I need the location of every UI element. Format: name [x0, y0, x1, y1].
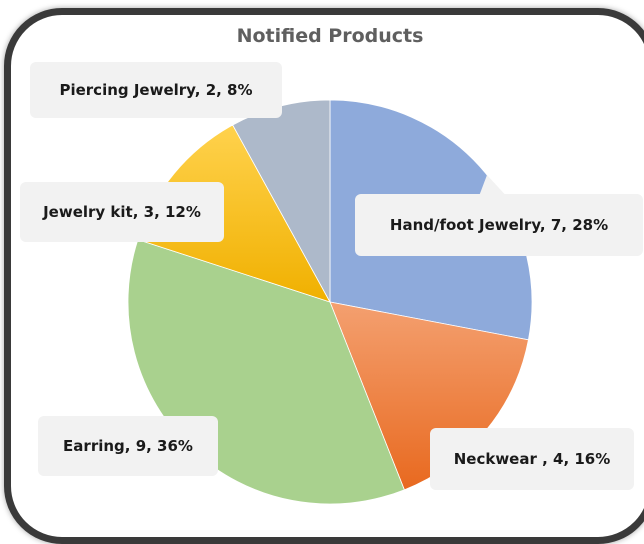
data-label-box [20, 182, 224, 242]
data-label-box [430, 428, 634, 490]
data-label-box [38, 416, 218, 476]
data-label-box [355, 194, 643, 256]
data-label: Piercing Jewelry, 2, 8% [59, 81, 252, 99]
data-label: Earring, 9, 36% [63, 437, 193, 455]
data-label: Hand/foot Jewelry, 7, 28% [390, 216, 608, 234]
data-labels: Hand/foot Jewelry, 7, 28% Neckwear , 4, 1… [20, 62, 643, 490]
data-label: Jewelry kit, 3, 12% [42, 203, 201, 221]
chart-title: Notified Products [237, 25, 424, 47]
data-label: Neckwear , 4, 16% [454, 450, 611, 468]
data-label-box [30, 62, 282, 118]
